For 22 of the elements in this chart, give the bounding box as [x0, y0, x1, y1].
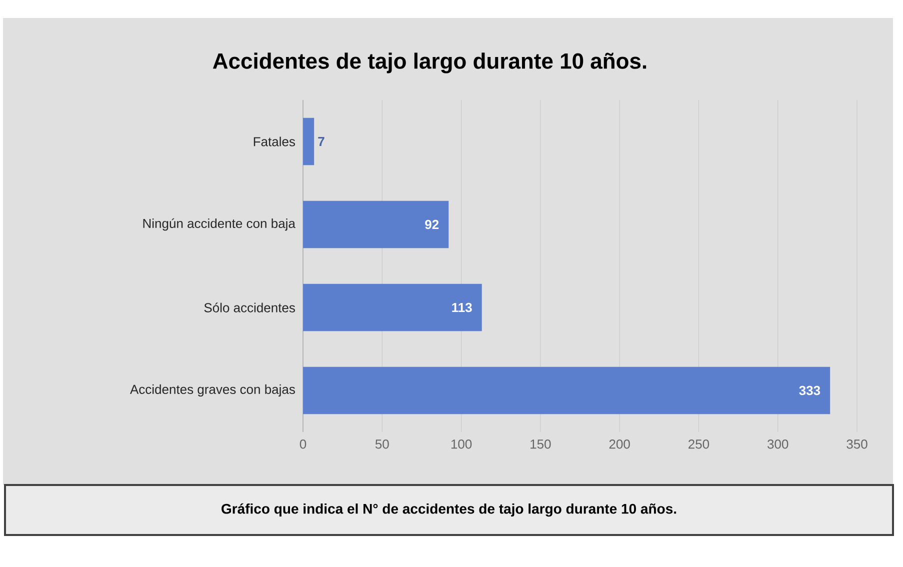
- x-tick-label: 50: [375, 440, 389, 449]
- chart-title: Accidentes de tajo largo durante 10 años.: [212, 52, 646, 74]
- y-tick-label: Ningún accidente con baja: [143, 218, 296, 231]
- x-tick-label: 100: [451, 440, 472, 449]
- bar: [303, 366, 830, 414]
- text: Gráfico que indica el N° de accidentes de tajo largo durante 10 años.: [222, 503, 676, 517]
- x-tick-label: 350: [846, 440, 868, 449]
- bar: [303, 118, 314, 166]
- x-tick-label: 0: [300, 440, 306, 449]
- bar: [303, 284, 482, 332]
- y-tick-label: Fatales: [254, 136, 296, 146]
- bar: [303, 200, 449, 248]
- x-tick-label: 250: [688, 440, 710, 449]
- y-tick-label: Sólo accidentes: [204, 302, 295, 312]
- data-label: 333: [799, 386, 820, 396]
- data-label: 113: [452, 302, 472, 312]
- data-label: 92: [425, 220, 439, 230]
- x-tick-label: 300: [768, 440, 788, 449]
- data-label: 7: [318, 137, 324, 146]
- x-tick-label: 200: [609, 440, 630, 449]
- y-tick-label: Accidentes graves con bajas: [130, 384, 295, 397]
- x-tick-label: 150: [530, 440, 551, 449]
